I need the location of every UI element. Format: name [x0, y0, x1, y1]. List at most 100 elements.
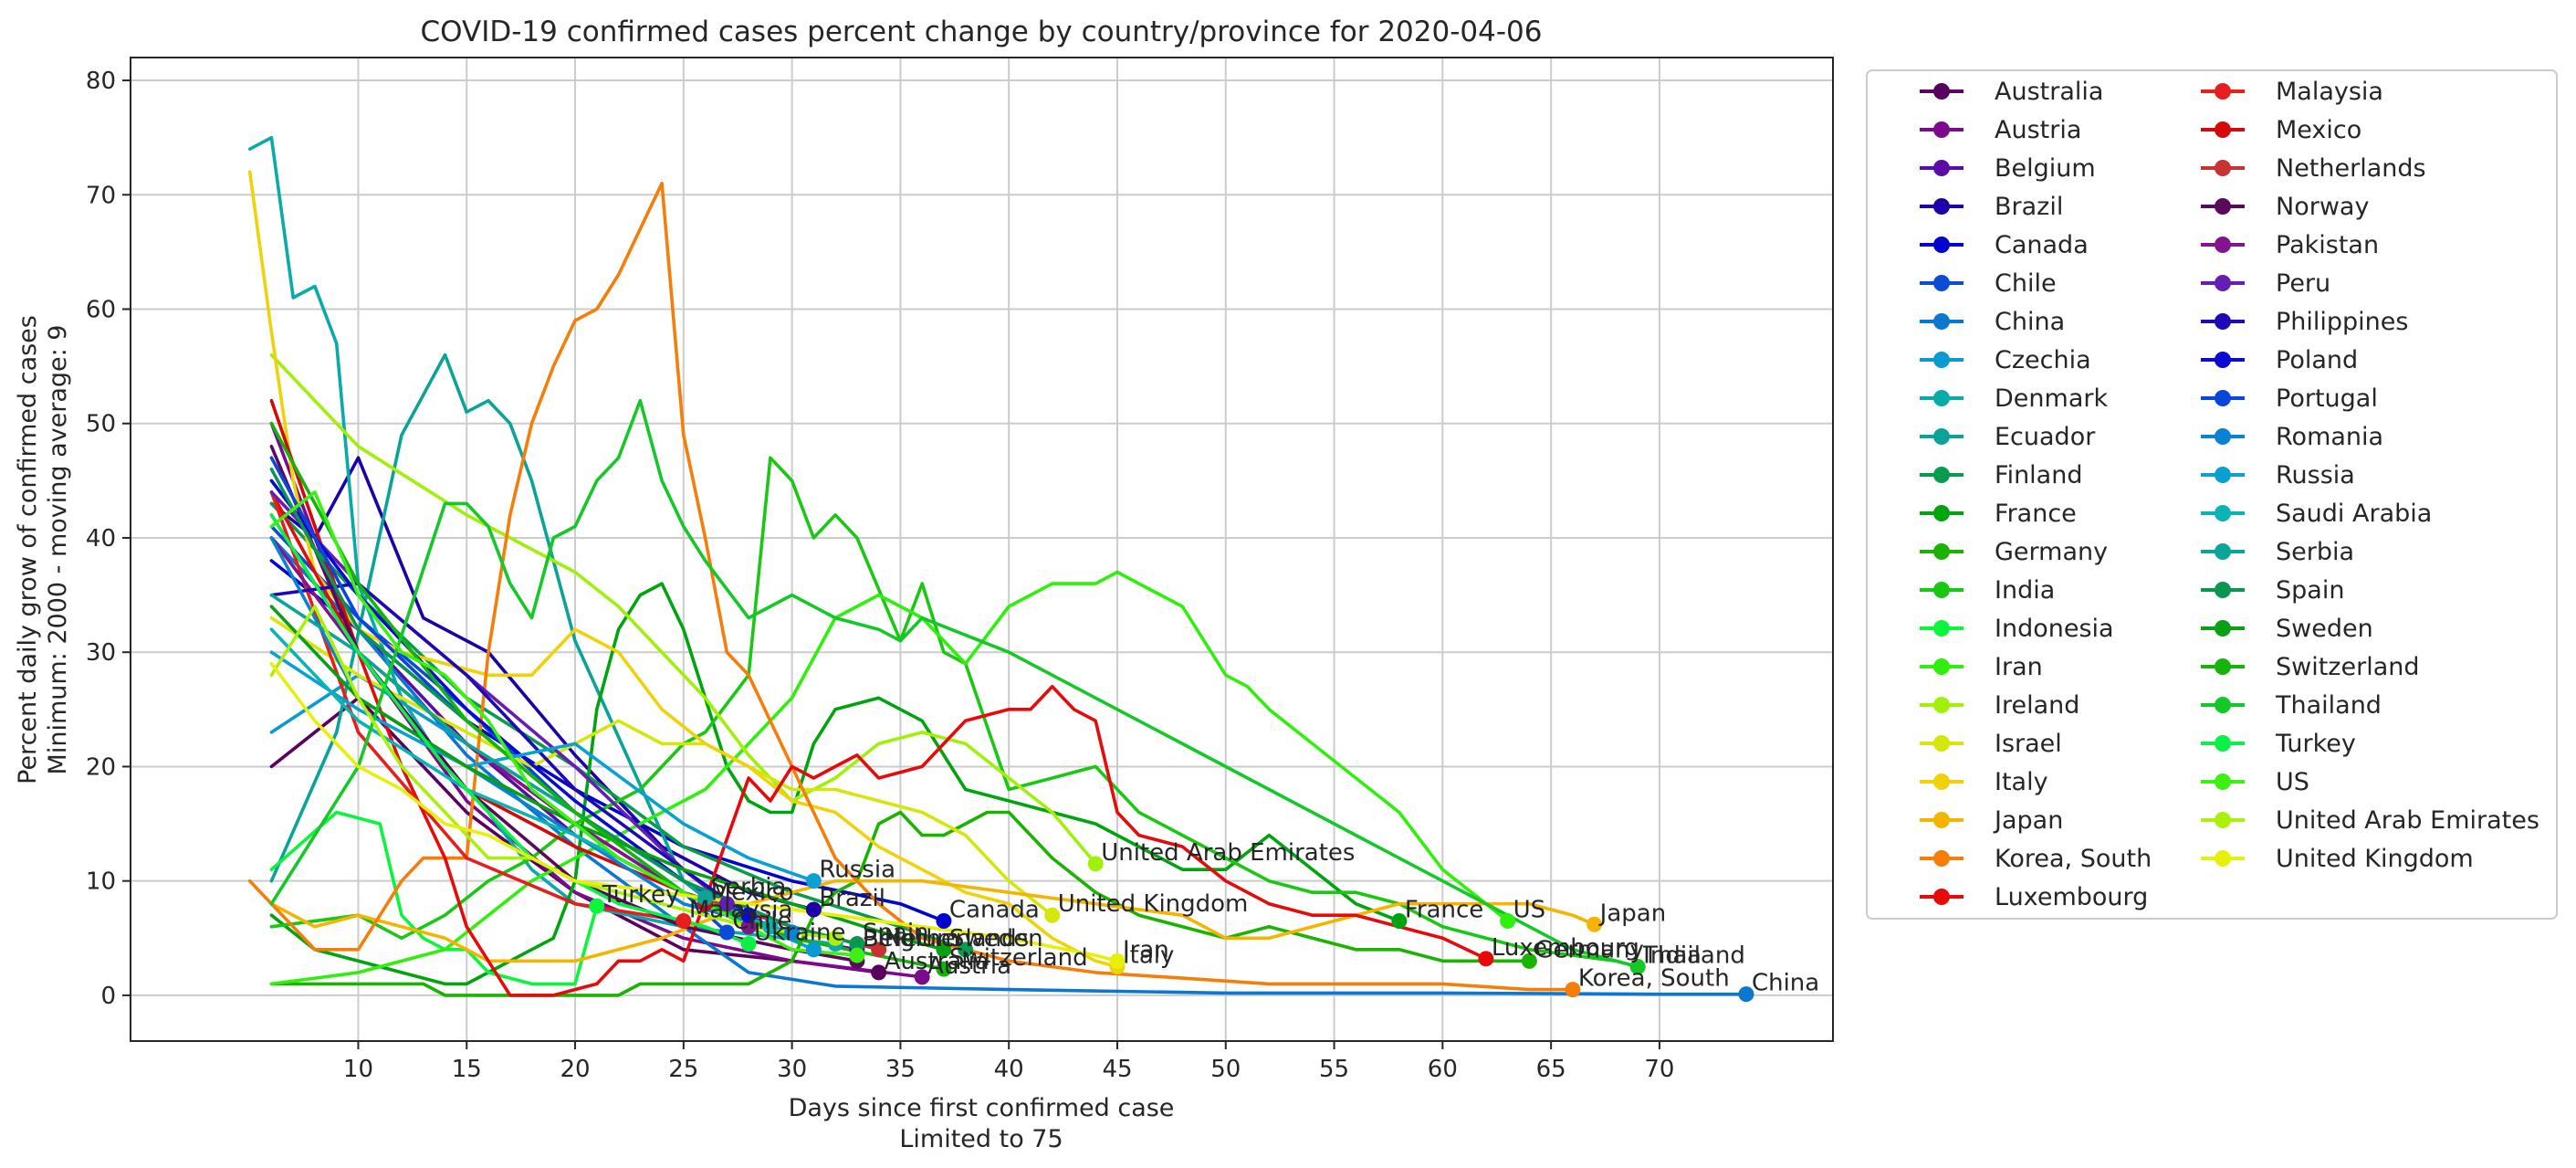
legend-swatch-marker	[2215, 428, 2231, 445]
legend-swatch-marker	[1933, 889, 1950, 905]
legend-item: Israel	[1920, 730, 2062, 758]
legend-item: Denmark	[1920, 384, 2108, 413]
y-tick-label: 30	[86, 639, 116, 667]
legend-swatch-marker	[2215, 620, 2231, 637]
legend-swatch-marker	[2215, 237, 2231, 253]
series-end-marker	[1391, 913, 1408, 930]
legend-label: Serbia	[2276, 538, 2354, 566]
legend-swatch-marker	[2215, 582, 2231, 598]
legend-swatch-marker	[1933, 543, 1950, 560]
legend-item: Czechia	[1920, 346, 2091, 374]
legend-item: Austria	[1920, 116, 2081, 144]
series-end-label: Netherlands	[885, 925, 1030, 952]
legend-item: Netherlands	[2201, 154, 2426, 183]
series-end-label: Italy	[1123, 942, 1174, 970]
legend-label: Finland	[1995, 461, 2082, 489]
legend-swatch-marker	[1933, 697, 1950, 713]
series-end-label: India	[1643, 942, 1702, 970]
legend-item: Pakistan	[2201, 231, 2379, 259]
legend-swatch-marker	[1933, 275, 1950, 291]
legend-item: Norway	[2201, 193, 2369, 221]
legend-label: Philippines	[2276, 308, 2408, 336]
series-end-marker	[1478, 951, 1494, 967]
x-tick-label: 10	[343, 1056, 373, 1083]
series-line	[269, 456, 1639, 969]
legend-label: Ecuador	[1995, 423, 2096, 451]
series-line	[269, 353, 772, 929]
legend-item: Sweden	[2201, 615, 2373, 643]
series-end-marker	[936, 913, 952, 930]
legend-swatch-marker	[1933, 658, 1950, 675]
legend-swatch-marker	[2215, 850, 2231, 867]
legend-swatch-marker	[1933, 237, 1950, 253]
legend-swatch-marker	[1933, 121, 1950, 138]
x-axis-label-line-2: Limited to 75	[899, 1125, 1063, 1153]
series-end-label: Ukraine	[754, 920, 845, 947]
legend-swatch-marker	[1933, 83, 1950, 100]
x-axis-label-line-1: Days since first confirmed case	[789, 1094, 1175, 1122]
legend-label: Iran	[1995, 653, 2043, 681]
series-end-marker	[1500, 913, 1516, 930]
series-end-label: US	[1513, 897, 1546, 924]
series-line	[269, 879, 1597, 963]
legend-swatch-marker	[1933, 620, 1950, 637]
y-axis-label-line-1: Percent daily grow of confirmed cases	[14, 315, 42, 784]
y-tick-label: 80	[86, 68, 116, 95]
series-end-marker	[849, 947, 865, 963]
series-end-marker	[805, 873, 822, 889]
legend-swatch-marker	[1933, 390, 1950, 406]
legend-label: Belgium	[1995, 154, 2096, 183]
y-tick-label: 0	[100, 983, 116, 1010]
series-line	[269, 570, 1510, 986]
series-end-label: Luxembourg	[1492, 934, 1639, 962]
series-end-marker	[871, 964, 887, 981]
legend-swatch-marker	[2215, 313, 2231, 330]
y-tick-label: 70	[86, 182, 116, 209]
legend-item: Germany	[1920, 538, 2108, 566]
legend-label: Portugal	[2276, 384, 2378, 413]
series-line	[269, 490, 1488, 997]
legend-item: Malaysia	[2201, 78, 2383, 106]
legend-item: Korea, South	[1920, 845, 2152, 873]
legend-item: Serbia	[2201, 538, 2354, 566]
legend-item: Australia	[1920, 78, 2103, 106]
series-end-label: United Kingdom	[1058, 890, 1249, 918]
grid	[131, 58, 1833, 1041]
legend-item: Chile	[1920, 269, 2057, 298]
legend-swatch-marker	[2215, 352, 2231, 368]
series-end-label: Japan	[1598, 900, 1667, 927]
legend-swatch-marker	[2215, 697, 2231, 713]
legend-swatch-marker	[2215, 812, 2231, 828]
legend-swatch-marker	[1933, 850, 1950, 867]
end-markers	[589, 856, 1754, 1003]
legend-swatch-marker	[2215, 505, 2231, 521]
series-end-label: Brazil	[819, 885, 885, 912]
legend-label: Luxembourg	[1995, 883, 2148, 911]
series-end-marker	[1586, 916, 1603, 932]
series-end-label: Iran	[1123, 936, 1169, 963]
series-end-marker	[805, 901, 822, 918]
y-tick-label: 10	[86, 868, 116, 896]
series-end-marker	[675, 913, 692, 930]
x-tick-label: 60	[1428, 1056, 1458, 1083]
legend-item: Spain	[2201, 576, 2344, 605]
series-end-marker	[871, 942, 887, 958]
legend-label: US	[2276, 768, 2309, 796]
legend-swatch-marker	[1933, 352, 1950, 368]
legend-label: Ireland	[1995, 691, 2079, 720]
legend-swatch-marker	[2215, 121, 2231, 138]
series-end-marker	[914, 969, 930, 985]
legend-item: Brazil	[1920, 193, 2063, 221]
legend-item: Finland	[1920, 461, 2082, 489]
legend-item: Canada	[1920, 231, 2089, 259]
series-end-label: Korea, South	[1578, 965, 1730, 993]
legend-item: Mexico	[2201, 116, 2361, 144]
legend-label: Spain	[2276, 576, 2344, 605]
legend-label: Denmark	[1995, 384, 2108, 413]
series-end-label: Thailand	[1642, 942, 1745, 970]
series-line	[269, 490, 686, 923]
legend-swatch-marker	[1933, 160, 1950, 176]
y-tick-label: 60	[86, 297, 116, 324]
legend-item: Ecuador	[1920, 423, 2096, 451]
legend-item: Saudi Arabia	[2201, 500, 2432, 528]
